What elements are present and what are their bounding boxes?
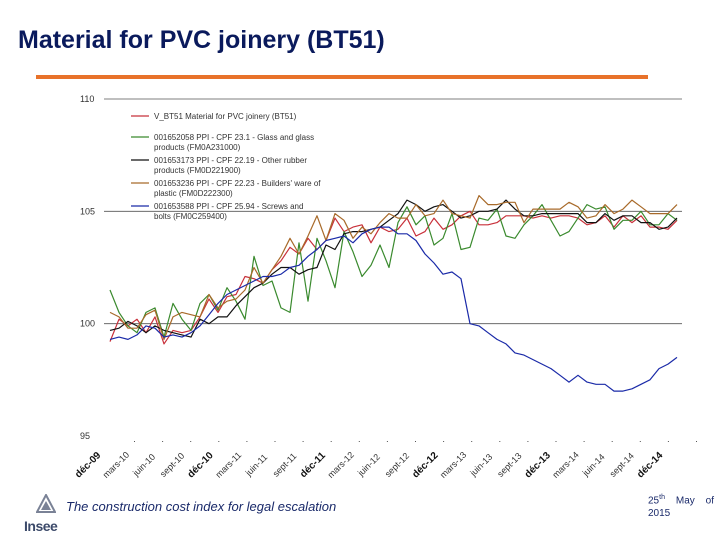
x-tick-label: mars-11 (213, 450, 243, 480)
x-tick-mark (162, 441, 164, 442)
legend-label: 001653173 PPI - CPF 22.19 - Other rubber (154, 156, 307, 165)
x-tick-label: sept-13 (495, 451, 523, 479)
x-tick-label: juin-12 (355, 452, 382, 479)
series-line-3 (109, 199, 678, 338)
x-tick-mark (386, 441, 388, 442)
chart-series (109, 195, 678, 392)
x-tick-mark (190, 441, 192, 442)
x-tick-label: mars-10 (101, 450, 131, 480)
chart-legend: V_BT51 Material for PVC joinery (BT51) 00… (131, 112, 321, 221)
x-tick-mark (415, 441, 416, 442)
legend-label: 001653236 PPI - CPF 22.23 - Builders' wa… (154, 179, 321, 188)
x-tick-label: juin-14 (580, 452, 607, 479)
y-tick-label: 110 (80, 94, 94, 104)
x-tick-mark (246, 441, 248, 442)
x-tick-label: déc-12 (410, 450, 440, 480)
x-tick-mark (527, 441, 529, 442)
slide-title: Material for PVC joinery (BT51) (18, 26, 385, 54)
date-rest: May of 2015 (648, 495, 715, 520)
x-tick-mark (358, 441, 360, 442)
x-tick-label: sept-14 (608, 451, 636, 479)
x-tick-mark (218, 441, 220, 442)
x-tick-label: déc-13 (523, 450, 553, 480)
legend-label: products (FM0A231000) (154, 143, 241, 152)
y-tick-label: 105 (80, 206, 95, 216)
x-tick-label: mars-12 (326, 450, 356, 480)
x-tick-label: juin-10 (130, 452, 157, 479)
chart-grid (104, 98, 682, 325)
x-tick-label: mars-13 (438, 450, 468, 480)
x-tick-label: déc-10 (186, 450, 216, 480)
title-accent-rule (36, 75, 648, 79)
y-tick-label: 100 (80, 319, 95, 329)
x-tick-mark (134, 441, 135, 442)
date-suffix: th (659, 494, 665, 501)
x-tick-label: mars-14 (550, 450, 580, 480)
legend-label: V_BT51 Material for PVC joinery (BT51) (154, 112, 297, 121)
y-tick-label: 95 (80, 431, 90, 441)
x-tick-mark (330, 441, 332, 442)
x-tick-label: sept-12 (383, 451, 411, 479)
legend-label: products (FM0D221900) (154, 166, 241, 175)
x-tick-label: déc-11 (298, 450, 328, 480)
insee-logo: Insee (22, 494, 66, 540)
footer-date: 25th May of 2015 (648, 491, 714, 520)
x-tick-mark (274, 441, 276, 442)
x-tick-mark (667, 441, 669, 442)
insee-logo-mark-icon (36, 494, 56, 513)
x-tick-mark (583, 441, 585, 442)
x-tick-label: déc-09 (73, 450, 103, 480)
series-line-2 (109, 204, 678, 338)
x-tick-mark (302, 441, 304, 442)
x-tick-mark (471, 441, 473, 442)
x-tick-mark (639, 441, 641, 442)
x-tick-label: juin-11 (243, 452, 269, 478)
legend-label: plastic (FM0D222300) (154, 189, 233, 198)
x-tick-label: sept-10 (158, 451, 186, 479)
series-line-5 (109, 226, 678, 392)
x-tick-label: sept-11 (271, 451, 299, 479)
footer-caption: The construction cost index for legal es… (66, 499, 337, 514)
x-tick-label: déc-14 (635, 450, 665, 480)
x-tick-mark (499, 441, 501, 442)
date-day: 25 (648, 495, 660, 507)
legend-label: 001652058 PPI - CPF 23.1 - Glass and gla… (154, 133, 314, 142)
x-tick-mark (443, 441, 445, 442)
series-line-4 (109, 195, 678, 340)
x-tick-mark (555, 441, 557, 442)
x-tick-mark (696, 441, 697, 442)
x-tick-label: juin-13 (467, 452, 494, 479)
logo-text: Insee (24, 518, 58, 534)
x-tick-mark (611, 441, 613, 442)
legend-label: 001653588 PPI - CPF 25.94 - Screws and (154, 202, 303, 211)
legend-label: bolts (FM0C259400) (154, 212, 227, 221)
